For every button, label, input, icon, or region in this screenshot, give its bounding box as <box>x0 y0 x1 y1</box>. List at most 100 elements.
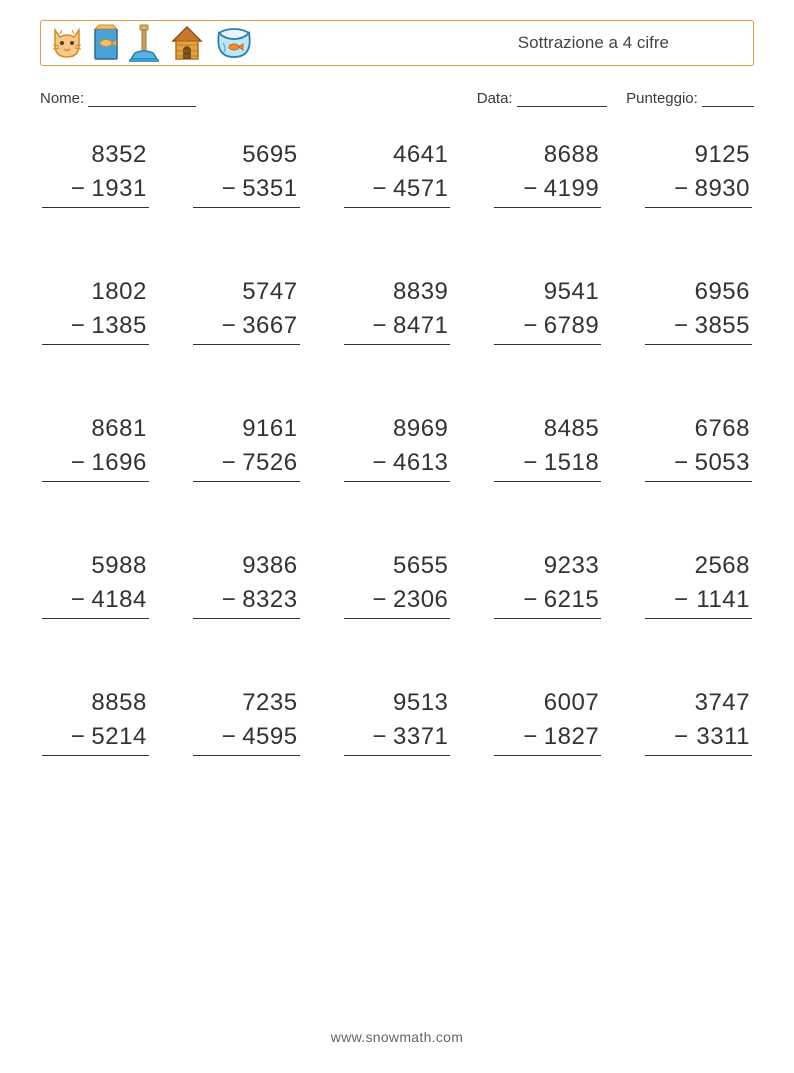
subtrahend: 6789 <box>541 312 599 340</box>
problem: 8858 −5214 <box>42 689 149 756</box>
subtrahend: 6215 <box>541 586 599 614</box>
minuend: 5655 <box>344 552 451 580</box>
subtrahend: 5214 <box>89 723 147 751</box>
minuend: 5747 <box>193 278 300 306</box>
answer-rule <box>645 344 752 345</box>
problem: 5655−2306 <box>344 552 451 619</box>
mop-icon <box>127 23 161 63</box>
minus-operator: − <box>222 586 240 614</box>
name-label: Nome: <box>40 90 88 107</box>
score-blank[interactable] <box>702 91 754 107</box>
minuend: 5988 <box>42 552 149 580</box>
answer-rule <box>344 481 451 482</box>
operator-placeholder <box>222 689 240 717</box>
problem: 2568−1141 <box>645 552 752 619</box>
minuend: 9386 <box>193 552 300 580</box>
minuend: 6007 <box>494 689 601 717</box>
answer-rule <box>344 344 451 345</box>
minuend: 5695 <box>193 141 300 169</box>
minuend: 8858 <box>42 689 149 717</box>
operator-placeholder <box>372 278 390 306</box>
subtrahend: 4613 <box>390 449 448 477</box>
subtrahend: 3311 <box>692 723 750 751</box>
operator-placeholder <box>222 278 240 306</box>
minus-operator: − <box>523 449 541 477</box>
minus-operator: − <box>674 312 692 340</box>
name-blank[interactable] <box>88 91 196 107</box>
subtrahend: 1518 <box>541 449 599 477</box>
answer-rule <box>494 618 601 619</box>
minuend: 8485 <box>494 415 601 443</box>
problem: 9386−8323 <box>193 552 300 619</box>
score-field: Punteggio: <box>626 90 754 107</box>
subtrahend-row: −5351 <box>193 175 300 203</box>
operator-placeholder <box>523 141 541 169</box>
subtrahend-row: −4571 <box>344 175 451 203</box>
subtrahend: 5053 <box>692 449 750 477</box>
doghouse-icon <box>167 23 207 63</box>
answer-rule <box>193 618 300 619</box>
minus-operator: − <box>674 449 692 477</box>
minus-operator: − <box>222 449 240 477</box>
subtrahend: 3371 <box>390 723 448 751</box>
minuend: 8839 <box>344 278 451 306</box>
minus-operator: − <box>71 312 89 340</box>
operator-placeholder <box>372 415 390 443</box>
subtrahend-row: −6215 <box>494 586 601 614</box>
subtrahend-row: −1827 <box>494 723 601 751</box>
meta-spacer-1 <box>196 90 476 107</box>
operator-placeholder <box>222 552 240 580</box>
answer-rule <box>645 618 752 619</box>
subtrahend-row: −4595 <box>193 723 300 751</box>
subtrahend-row: −3311 <box>645 723 752 751</box>
answer-rule <box>645 207 752 208</box>
date-label: Data: <box>477 90 517 107</box>
subtrahend-row: −1518 <box>494 449 601 477</box>
minuend: 9125 <box>645 141 752 169</box>
subtrahend: 1696 <box>89 449 147 477</box>
problem: 8352−1931 <box>42 141 149 208</box>
minus-operator: − <box>372 175 390 203</box>
subtrahend-row: −3855 <box>645 312 752 340</box>
answer-rule <box>42 207 149 208</box>
minuend: 2568 <box>645 552 752 580</box>
answer-rule <box>645 755 752 756</box>
footer-text: www.snowmath.com <box>331 1029 463 1045</box>
subtrahend-row: −5214 <box>42 723 149 751</box>
minuend: 8352 <box>42 141 149 169</box>
score-label: Punteggio: <box>626 90 702 107</box>
minus-operator: − <box>523 312 541 340</box>
operator-placeholder <box>523 415 541 443</box>
problem: 9513−3371 <box>344 689 451 756</box>
problem: 3747−3311 <box>645 689 752 756</box>
operator-placeholder <box>71 415 89 443</box>
problem: 8839−8471 <box>344 278 451 345</box>
answer-rule <box>193 344 300 345</box>
minuend: 6768 <box>645 415 752 443</box>
problems-grid: 8352−1931 5695−5351 4641−4571 8688−4199 … <box>40 141 754 756</box>
minus-operator: − <box>222 175 240 203</box>
minus-operator: − <box>523 175 541 203</box>
subtrahend: 2306 <box>390 586 448 614</box>
subtrahend-row: −7526 <box>193 449 300 477</box>
answer-rule <box>494 481 601 482</box>
minus-operator: − <box>674 175 692 203</box>
operator-placeholder <box>674 552 692 580</box>
subtrahend: 4184 <box>89 586 147 614</box>
subtrahend: 7526 <box>240 449 298 477</box>
minus-operator: − <box>71 175 89 203</box>
answer-rule <box>193 207 300 208</box>
minus-operator: − <box>372 723 390 751</box>
cat-icon <box>49 25 85 61</box>
date-blank[interactable] <box>517 91 607 107</box>
operator-placeholder <box>372 141 390 169</box>
subtrahend-row: −3371 <box>344 723 451 751</box>
meta-row: Nome: Data: Punteggio: <box>40 90 754 107</box>
problem: 6768 −5053 <box>645 415 752 482</box>
answer-rule <box>344 755 451 756</box>
minuend: 8969 <box>344 415 451 443</box>
problem: 6956−3855 <box>645 278 752 345</box>
subtrahend: 1385 <box>89 312 147 340</box>
minus-operator: − <box>71 723 89 751</box>
minuend: 9161 <box>193 415 300 443</box>
